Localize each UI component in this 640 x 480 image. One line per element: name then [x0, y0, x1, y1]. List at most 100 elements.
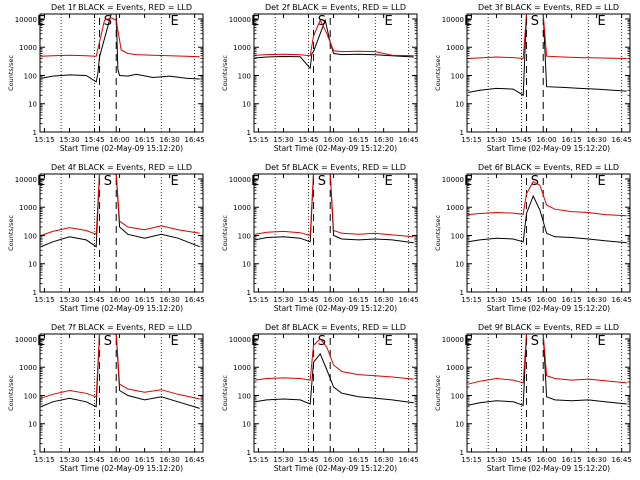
x-tick-label: 16:45 [612, 456, 632, 464]
x-tick-label: 16:30 [160, 296, 180, 304]
y-tick-label: 100 [451, 392, 464, 400]
x-tick-label: 15:15 [461, 456, 481, 464]
y-tick-label: 1 [33, 129, 37, 137]
x-tick-label: 15:45 [298, 136, 318, 144]
y-tick-label: 1000 [233, 364, 251, 372]
y-tick-label: 1 [460, 449, 464, 457]
plot-frame [253, 173, 418, 293]
x-tick-label: 16:00 [536, 456, 556, 464]
y-tick-label: 100 [24, 72, 37, 80]
x-tick-label: 16:30 [374, 136, 394, 144]
x-tick-label: 16:00 [536, 136, 556, 144]
x-tick-label: 16:15 [348, 456, 368, 464]
x-tick-label: 15:45 [298, 296, 318, 304]
x-tick-label: 16:30 [587, 456, 607, 464]
x-tick-label: 16:45 [399, 136, 419, 144]
x-axis-label: Start Time (02-May-09 15:12:20) [60, 464, 183, 473]
x-tick-label: 16:00 [323, 136, 343, 144]
y-tick-label: 1 [460, 129, 464, 137]
event-marker-s: S [104, 174, 112, 189]
chart-panel-7: Det 7f BLACK = Events, RED = LLDESE11010… [7, 323, 205, 473]
x-tick-label: 16:00 [536, 296, 556, 304]
x-tick-label: 15:30 [59, 136, 79, 144]
event-marker-s: S [104, 334, 112, 349]
chart-title: Det 1f BLACK = Events, RED = LLD [51, 3, 192, 12]
y-tick-label: 10000 [442, 336, 464, 344]
plot-frame [39, 13, 204, 133]
series-line-lld [255, 19, 414, 57]
x-tick-label: 15:15 [248, 136, 268, 144]
y-tick-label: 1 [460, 289, 464, 297]
chart-title: Det 7f BLACK = Events, RED = LLD [51, 323, 192, 332]
x-tick-label: 15:30 [486, 296, 506, 304]
x-tick-label: 16:15 [348, 296, 368, 304]
x-tick-label: 15:30 [486, 456, 506, 464]
x-tick-label: 16:15 [134, 456, 154, 464]
event-marker-e: E [598, 334, 606, 349]
y-axis-label: Counts/sec [7, 215, 15, 251]
chart-panel-9: Det 9f BLACK = Events, RED = LLDESE11010… [434, 323, 632, 473]
x-tick-label: 16:15 [561, 456, 581, 464]
chart-panel-3: Det 3f BLACK = Events, RED = LLDESE11010… [434, 3, 632, 153]
chart-title: Det 5f BLACK = Events, RED = LLD [265, 163, 406, 172]
chart-title: Det 3f BLACK = Events, RED = LLD [478, 3, 619, 12]
chart-panel-4: Det 4f BLACK = Events, RED = LLDESE11010… [7, 163, 205, 313]
x-tick-label: 16:45 [185, 296, 205, 304]
event-marker-s: S [531, 334, 539, 349]
series-line-events [40, 174, 200, 248]
x-tick-label: 15:45 [511, 136, 531, 144]
y-tick-label: 1 [247, 449, 251, 457]
y-tick-label: 100 [451, 232, 464, 240]
event-marker-s: S [318, 14, 326, 29]
x-axis-label: Start Time (02-May-09 15:12:20) [60, 144, 183, 153]
plot-frame [253, 13, 418, 133]
series-line-lld [468, 181, 627, 217]
x-tick-label: 16:45 [612, 136, 632, 144]
x-axis-label: Start Time (02-May-09 15:12:20) [487, 304, 610, 313]
plot-frame [466, 13, 631, 133]
series-line-lld [41, 17, 200, 58]
y-tick-label: 1000 [19, 364, 37, 372]
y-tick-label: 1 [33, 449, 37, 457]
event-marker-s: S [531, 174, 539, 189]
x-axis-label: Start Time (02-May-09 15:12:20) [274, 304, 397, 313]
chart-title: Det 8f BLACK = Events, RED = LLD [265, 323, 406, 332]
y-tick-label: 1000 [446, 204, 464, 212]
y-tick-label: 10000 [442, 176, 464, 184]
x-tick-label: 16:15 [134, 136, 154, 144]
x-tick-label: 16:00 [109, 456, 129, 464]
series-line-events [468, 194, 627, 244]
y-tick-label: 100 [238, 72, 251, 80]
x-tick-label: 16:30 [160, 136, 180, 144]
y-tick-label: 10000 [442, 16, 464, 24]
series-line-events [40, 334, 200, 409]
y-tick-label: 1000 [19, 204, 37, 212]
x-tick-label: 16:00 [323, 296, 343, 304]
chart-title: Det 9f BLACK = Events, RED = LLD [478, 323, 619, 332]
x-axis-label: Start Time (02-May-09 15:12:20) [274, 464, 397, 473]
x-axis-label: Start Time (02-May-09 15:12:20) [487, 464, 610, 473]
y-tick-label: 10000 [229, 16, 251, 24]
y-tick-label: 100 [451, 72, 464, 80]
x-tick-label: 15:15 [461, 136, 481, 144]
event-marker-e: E [385, 334, 393, 349]
y-tick-label: 10000 [229, 176, 251, 184]
y-tick-label: 10 [242, 101, 251, 109]
x-tick-label: 16:00 [323, 456, 343, 464]
series-line-lld [468, 14, 627, 60]
y-axis-label: Counts/sec [221, 375, 229, 411]
y-axis-label: Counts/sec [221, 215, 229, 251]
x-tick-label: 15:15 [34, 456, 54, 464]
event-marker-e: E [171, 174, 179, 189]
chart-panel-2: Det 2f BLACK = Events, RED = LLDESE11010… [221, 3, 419, 153]
series-line-lld [40, 334, 200, 400]
plot-frame [39, 333, 204, 453]
y-axis-label: Counts/sec [7, 375, 15, 411]
x-tick-label: 16:30 [160, 456, 180, 464]
y-tick-label: 10000 [15, 16, 37, 24]
x-tick-label: 15:30 [273, 136, 293, 144]
event-marker-e: E [385, 174, 393, 189]
event-marker-e: E [598, 14, 606, 29]
x-tick-label: 16:00 [109, 296, 129, 304]
x-axis-label: Start Time (02-May-09 15:12:20) [274, 144, 397, 153]
